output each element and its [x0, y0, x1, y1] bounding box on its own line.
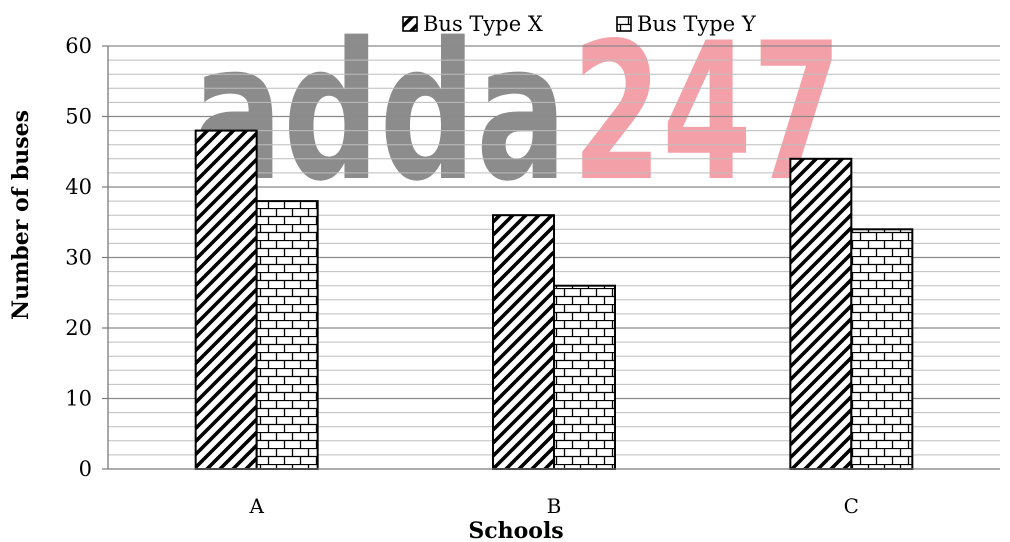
bar-bus-type-x-b [492, 214, 555, 470]
y-tick-label: 0 [79, 457, 92, 481]
bar-bus-type-y-c [850, 228, 914, 470]
x-tick-label: C [844, 494, 859, 518]
x-tick-label: A [248, 494, 264, 518]
y-tick-label: 60 [65, 34, 92, 58]
legend-label: Bus Type Y [637, 12, 757, 36]
y-tick-label: 20 [65, 316, 92, 340]
x-tick-label: B [547, 494, 562, 518]
x-tick-labels: A B C [248, 494, 859, 518]
y-tick-label: 10 [65, 387, 92, 411]
legend-label: Bus Type X [423, 12, 543, 36]
y-tick-label: 50 [65, 105, 92, 129]
legend: Bus Type X Bus Type Y [402, 12, 757, 36]
y-axis-title: Number of buses [8, 110, 34, 320]
y-tick-label: 30 [65, 246, 92, 270]
bar-bus-type-x-c [789, 157, 853, 471]
x-axis-title: Schools [468, 518, 563, 542]
y-tick-label: 40 [65, 175, 92, 199]
bar-bus-type-y-a [255, 200, 319, 470]
y-tick-labels: 0 10 20 30 40 50 60 [65, 34, 92, 481]
axes [102, 45, 1000, 470]
bar-bus-type-y-b [553, 284, 616, 471]
legend-swatch-bus-type-x [402, 16, 418, 32]
bar-bus-type-x-a [194, 129, 258, 470]
legend-swatch-bus-type-y [616, 16, 632, 32]
bars [194, 129, 914, 471]
